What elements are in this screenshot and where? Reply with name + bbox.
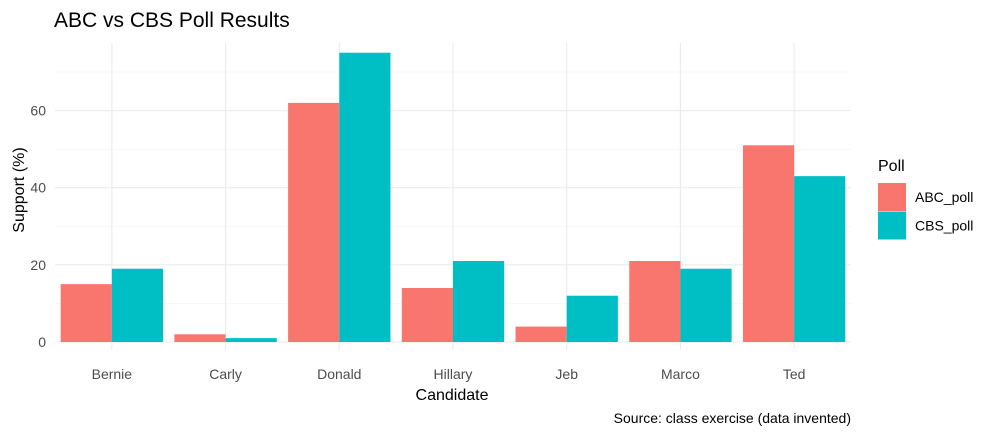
bar-cbs-poll-jeb bbox=[566, 295, 618, 342]
legend: Poll ABC_poll CBS_poll bbox=[878, 158, 973, 240]
x-axis-ticks: Bernie Carly Donald Hillary Jeb Marco Ted bbox=[92, 366, 806, 382]
y-tick-label: 20 bbox=[30, 257, 46, 273]
bar-cbs-poll-marco bbox=[680, 268, 732, 342]
bar-abc-poll-marco bbox=[629, 261, 681, 342]
x-tick-label: Hillary bbox=[434, 366, 473, 382]
legend-label: CBS_poll bbox=[915, 218, 973, 234]
bar-cbs-poll-donald bbox=[339, 52, 391, 342]
bar-abc-poll-jeb bbox=[515, 326, 567, 342]
bar-abc-poll-donald bbox=[288, 102, 340, 343]
bar-cbs-poll-bernie bbox=[111, 268, 164, 342]
chart-title: ABC vs CBS Poll Results bbox=[54, 9, 290, 32]
legend-title: Poll bbox=[878, 158, 905, 175]
bar-cbs-poll-carly bbox=[225, 338, 277, 342]
bar-abc-poll-hillary bbox=[401, 288, 453, 342]
bars bbox=[60, 52, 846, 343]
x-tick-label: Jeb bbox=[555, 366, 578, 382]
caption: Source: class exercise (data invented) bbox=[614, 410, 851, 426]
legend-key-abc-poll bbox=[878, 183, 906, 211]
bar-cbs-poll-ted bbox=[794, 176, 846, 342]
bar-abc-poll-ted bbox=[742, 145, 795, 342]
y-tick-label: 60 bbox=[30, 103, 46, 119]
legend-items: ABC_poll CBS_poll bbox=[878, 183, 973, 240]
y-tick-label: 40 bbox=[30, 180, 46, 196]
y-axis-title: Support (%) bbox=[11, 147, 28, 232]
bar-abc-poll-carly bbox=[174, 334, 226, 342]
y-tick-label: 0 bbox=[38, 334, 46, 350]
x-tick-label: Donald bbox=[317, 366, 361, 382]
x-tick-label: Marco bbox=[661, 366, 700, 382]
x-tick-label: Bernie bbox=[92, 366, 133, 382]
x-tick-label: Carly bbox=[209, 366, 242, 382]
x-tick-label: Ted bbox=[783, 366, 806, 382]
bar-cbs-poll-hillary bbox=[453, 261, 505, 342]
x-axis-title: Candidate bbox=[416, 387, 489, 404]
legend-label: ABC_poll bbox=[915, 189, 973, 205]
y-axis-ticks: 0 20 40 60 bbox=[30, 103, 46, 350]
bar-abc-poll-bernie bbox=[60, 284, 112, 342]
legend-key-cbs-poll bbox=[878, 211, 906, 240]
